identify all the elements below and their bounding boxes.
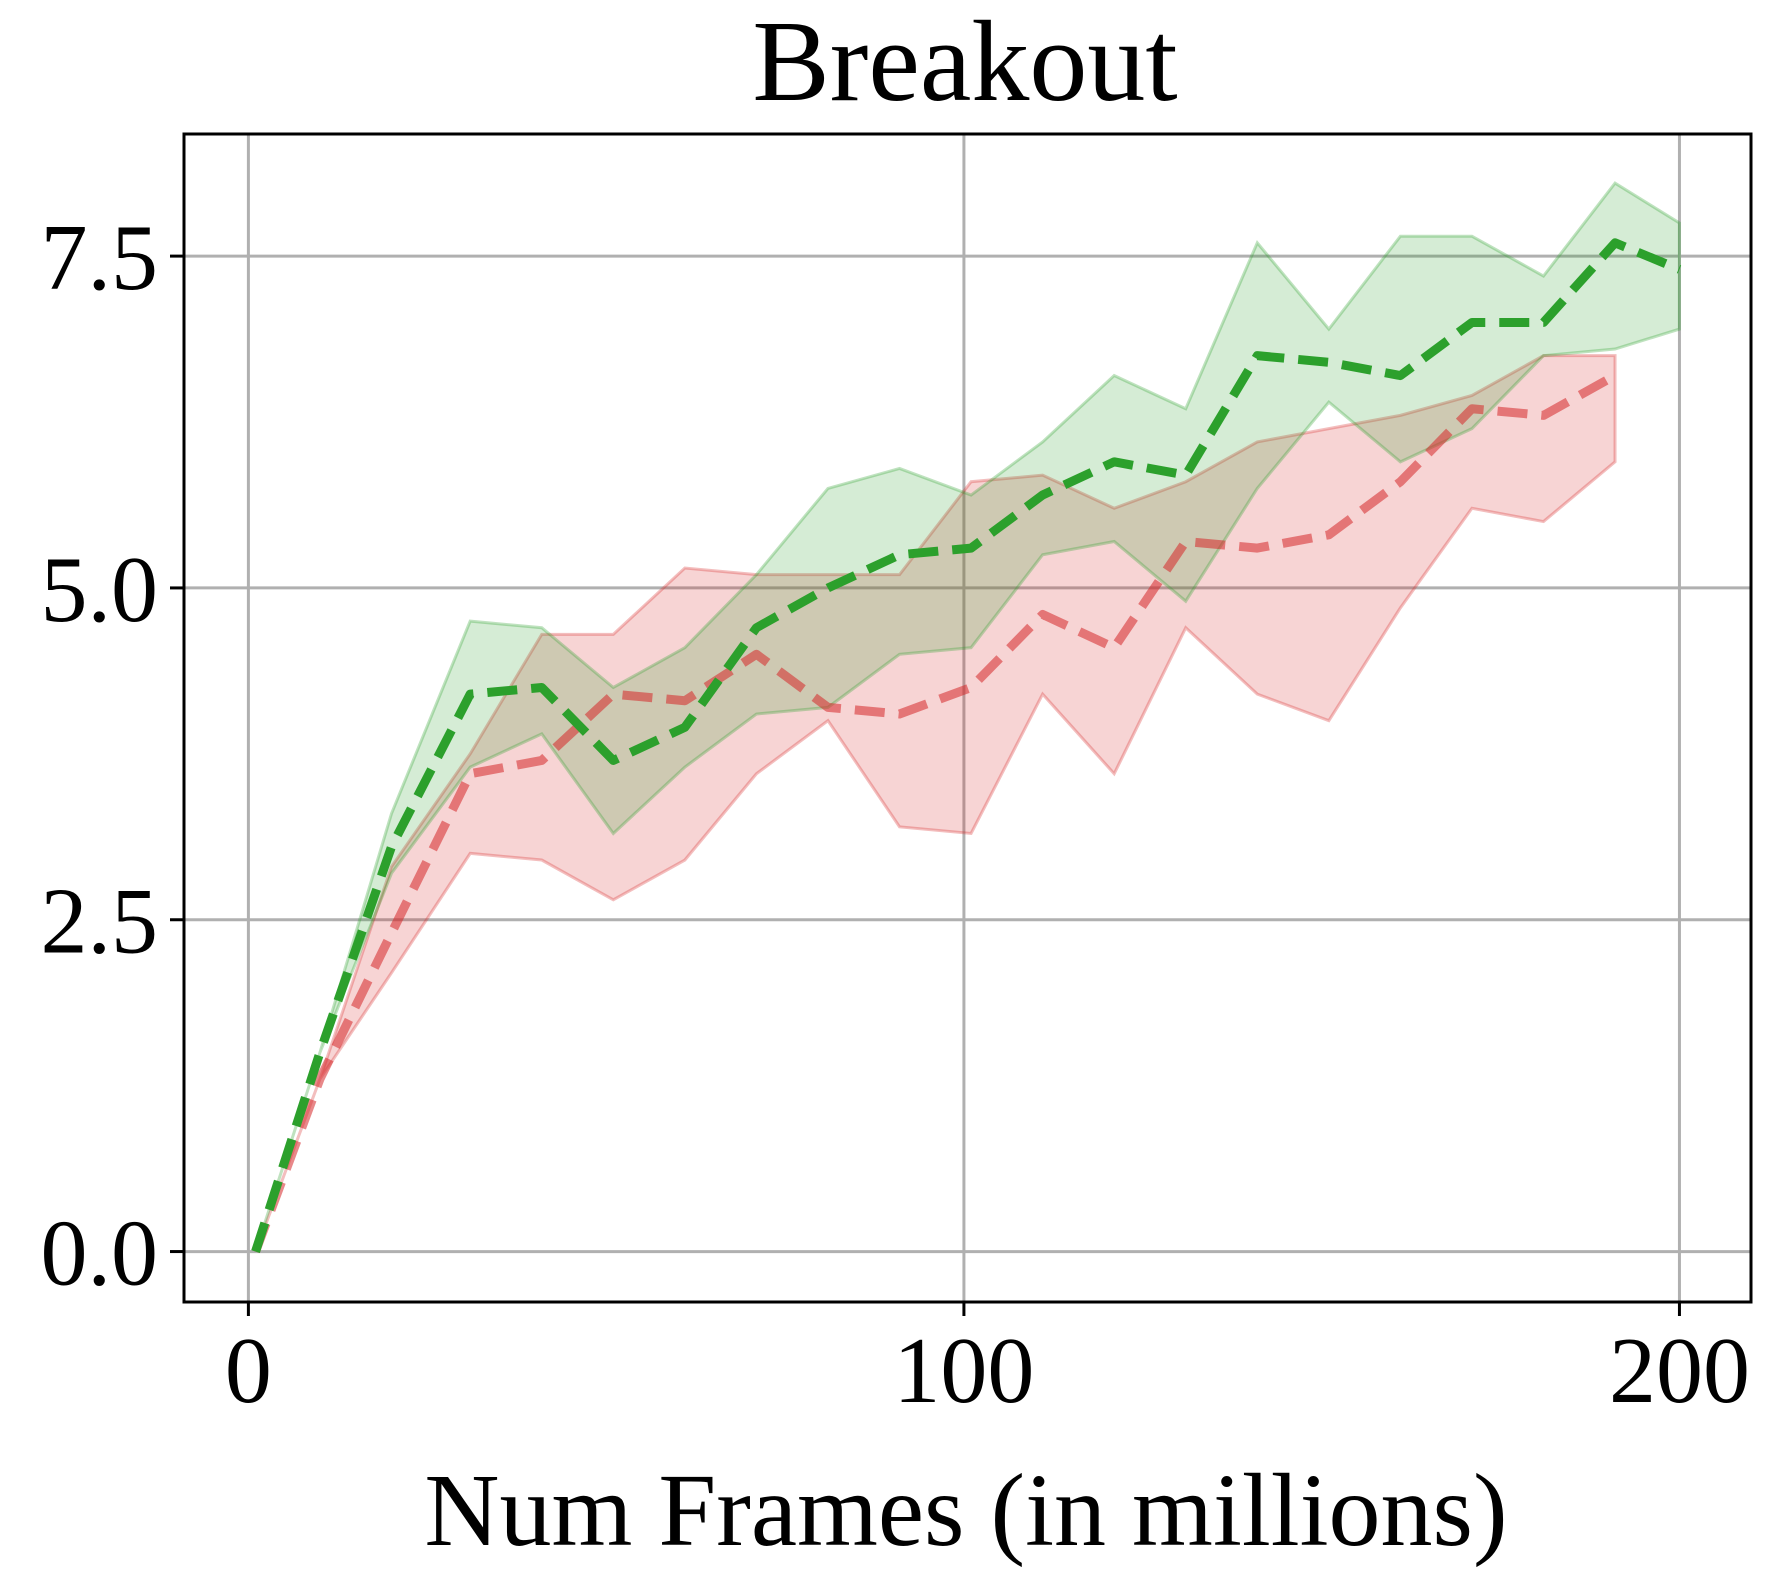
y-tick-label: 5.0 [41, 538, 159, 642]
series-1-line [251, 371, 1618, 1254]
series-lines [251, 238, 1682, 1254]
series-2-line [251, 238, 1682, 1253]
y-tick-label: 0.0 [41, 1202, 159, 1306]
x-axis-label: Num Frames (in millions) [424, 1453, 1507, 1568]
x-tick-label: 0 [225, 1319, 272, 1423]
grid [184, 134, 1751, 1302]
axis-ticks: 0 100 200 0.0 2.5 5.0 7.5 [41, 206, 1750, 1423]
series-2-band [254, 181, 1681, 1253]
y-tick-label: 7.5 [41, 206, 159, 310]
x-tick-label: 100 [893, 1319, 1034, 1423]
plot-frame [182, 132, 1753, 1304]
y-tick-label: 2.5 [41, 870, 159, 974]
confidence-bands [254, 181, 1681, 1253]
x-tick-label: 200 [1609, 1319, 1750, 1423]
chart-title: Breakout [752, 0, 1177, 126]
series-1-band [254, 354, 1617, 1253]
